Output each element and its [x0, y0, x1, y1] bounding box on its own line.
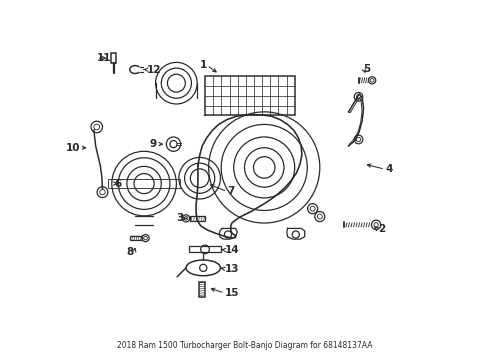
Text: 2018 Ram 1500 Turbocharger Bolt-Banjo Diagram for 68148137AA: 2018 Ram 1500 Turbocharger Bolt-Banjo Di… [117, 341, 371, 350]
Text: 15: 15 [224, 288, 239, 298]
Text: 9: 9 [149, 139, 157, 149]
Text: 12: 12 [147, 64, 161, 75]
Text: 2: 2 [377, 225, 385, 234]
Text: 14: 14 [224, 245, 239, 255]
Text: 4: 4 [384, 164, 392, 174]
Text: 6: 6 [115, 179, 122, 189]
Text: 10: 10 [65, 143, 80, 153]
Text: 7: 7 [227, 186, 234, 197]
Text: 8: 8 [126, 247, 134, 257]
Text: 3: 3 [176, 213, 183, 223]
Text: 5: 5 [363, 64, 370, 74]
Text: 13: 13 [224, 264, 239, 274]
Text: 1: 1 [199, 60, 206, 70]
Text: 11: 11 [97, 53, 111, 63]
